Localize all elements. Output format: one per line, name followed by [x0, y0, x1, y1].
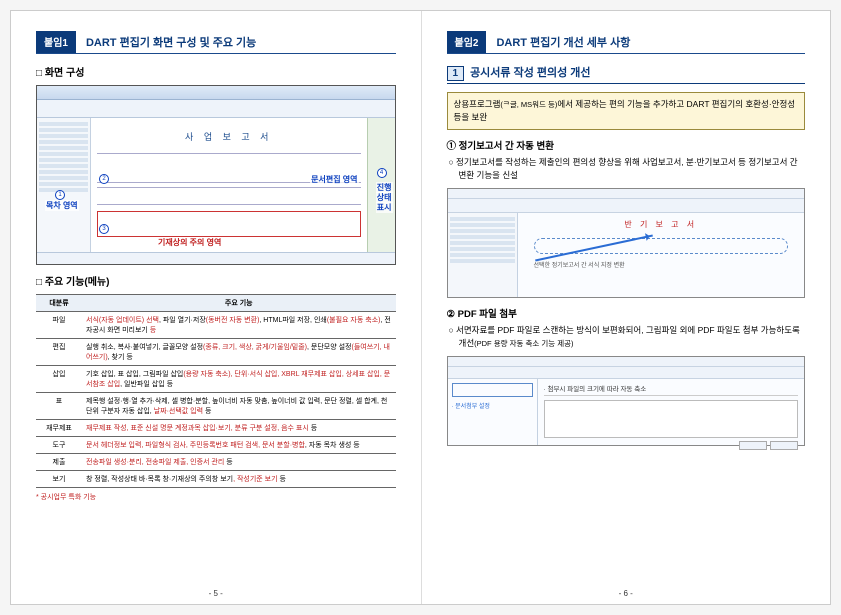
ss-marker-2: 2: [99, 174, 109, 184]
section-1-title: 1공시서류 작성 편의성 개선: [447, 64, 806, 84]
two-page-spread: 붙임1 DART 편집기 화면 구성 및 주요 기능 화면 구성 사 업 보 고…: [10, 10, 831, 605]
page-left: 붙임1 DART 편집기 화면 구성 및 주요 기능 화면 구성 사 업 보 고…: [11, 11, 421, 604]
item-1-bullet: 정기보고서를 작성하는 제출인의 편의성 향상을 위해 사업보고서, 분·반기보…: [447, 156, 806, 182]
ss-doc-area: 사 업 보 고 서: [91, 118, 367, 252]
callout-warning-area: 기재상의 주의 영역: [157, 237, 222, 248]
callout-status-3: 표시: [376, 202, 393, 213]
table-row: 파일 서식(자동 업데이트) 선택, 파일 열기·저장(동버전 자동 변환), …: [36, 312, 396, 339]
figure-pdf-attach: · 문서첨부 설정 · 첨부시 파일의 크기에 따라 자동 축소: [447, 356, 806, 446]
ss-marker-3: 3: [99, 224, 109, 234]
ss-tree-panel: [37, 118, 91, 252]
editor-screenshot: 사 업 보 고 서 1 2 3 4 목차 영역 문서편집 영역 진행 상태 표시…: [36, 85, 396, 265]
item-2-bullet: 서면자료를 PDF 파일로 스캔하는 방식이 보편화되어, 그림파일 외에 PD…: [447, 324, 806, 350]
left-header: 붙임1 DART 편집기 화면 구성 및 주요 기능: [36, 31, 396, 54]
ss-titlebar: [37, 86, 395, 100]
page-number-right: - 6 -: [422, 589, 831, 598]
item-2-heading: ② PDF 파일 첨부: [447, 306, 806, 320]
section-screen-layout: 화면 구성: [36, 64, 396, 79]
appendix-chip-1: 붙임1: [36, 31, 76, 53]
appendix-title-1: DART 편집기 화면 구성 및 주요 기능: [76, 31, 266, 53]
right-header: 붙임2 DART 편집기 개선 세부 사항: [447, 31, 806, 54]
figure-auto-convert: 반 기 보 고 서 선택한 정기보고서 간 서식 지정 변환: [447, 188, 806, 298]
ss-doc-title: 사 업 보 고 서: [97, 130, 361, 143]
table-row: 제출 전송파일 생성·분리, 전송파일 제출, 인증서 관리 등: [36, 454, 396, 471]
appendix-title-2: DART 편집기 개선 세부 사항: [486, 31, 640, 53]
ss-marker-4: 4: [377, 168, 387, 178]
table-row: 보기 창 정렬, 작성상태 바·목록 창·기재상의 주의창 보기, 작성기준 보…: [36, 471, 396, 488]
callout-tree: 목차 영역: [45, 200, 79, 211]
callout-edit-area: 문서편집 영역: [310, 174, 358, 185]
footnote-special: * 공시업무 특화 기능: [36, 492, 396, 502]
features-table: 대분류 주요 기능 파일 서식(자동 업데이트) 선택, 파일 열기·저장(동버…: [36, 294, 396, 488]
features-tbody: 파일 서식(자동 업데이트) 선택, 파일 열기·저장(동버전 자동 변환), …: [36, 312, 396, 488]
features-th-category: 대분류: [36, 295, 82, 312]
item-1-heading: ① 정기보고서 간 자동 변환: [447, 138, 806, 152]
table-row: 재무제표 재무제표 작성, 표준 신설 명문 계정과목 삽입·보기, 분류 구분…: [36, 420, 396, 437]
table-row: 삽입 기호 삽입, 표 삽입, 그림파일 삽입(용량 자동 축소), 단위·서식…: [36, 366, 396, 393]
section-number-box: 1: [447, 66, 465, 81]
appendix-chip-2: 붙임2: [447, 31, 487, 53]
ss-ribbon: [37, 100, 395, 118]
page-number-left: - 5 -: [11, 589, 421, 598]
figure2-note: · 첨부시 파일의 크기에 따라 자동 축소: [544, 383, 799, 396]
table-row: 표 제목행 설정·행·열 추가·삭제, 셀 병합·분할, 높이너비 자동 맞춤,…: [36, 393, 396, 420]
section-main-features: 주요 기능(메뉴): [36, 273, 396, 288]
figure1-doc-title: 반 기 보 고 서: [524, 219, 799, 230]
table-row: 도구 문서 헤더정보 입력, 파일형식 검사, 주민등록번호 패턴 검색, 문서…: [36, 437, 396, 454]
page-right: 붙임2 DART 편집기 개선 세부 사항 1공시서류 작성 편의성 개선 상용…: [421, 11, 831, 604]
ss-statusbar: [37, 252, 395, 264]
table-row: 편집 실행 취소, 복사·붙여넣기, 글꼴모양 설정(종류, 크기, 색상, 굵…: [36, 339, 396, 366]
features-th-desc: 주요 기능: [82, 295, 396, 312]
summary-box: 상용프로그램(ᄏ글, MS워드 등)에서 제공하는 편의 기능을 추가하고 DA…: [447, 92, 806, 130]
ss-marker-1: 1: [55, 190, 65, 200]
